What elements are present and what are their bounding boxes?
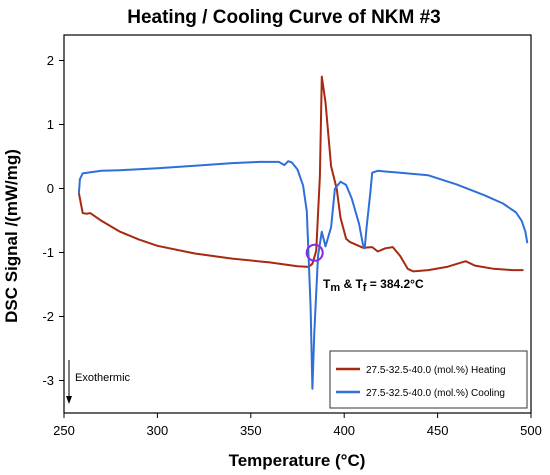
series-line-cooling	[77, 160, 529, 390]
y-tick-label: 1	[47, 117, 54, 132]
transition-marker-circle	[305, 243, 324, 262]
y-tick-label: 0	[47, 181, 54, 196]
exothermic-label: Exothermic	[75, 372, 131, 384]
chart-title: Heating / Cooling Curve of NKM #3	[127, 7, 441, 28]
y-tick-label: -2	[42, 309, 54, 324]
exothermic-arrow	[66, 360, 72, 404]
legend-box	[329, 350, 528, 409]
y-tick-label: 2	[47, 53, 54, 68]
legend: 27.5-32.5-40.0 (mol.%) Heating 27.5-32.5…	[329, 350, 528, 409]
x-tick-label: 450	[427, 423, 449, 438]
y-tick-label: -1	[42, 245, 54, 260]
legend-label-heating: 27.5-32.5-40.0 (mol.%) Heating	[366, 365, 506, 376]
plot-frame	[63, 34, 532, 414]
x-tick-label: 500	[520, 423, 542, 438]
y-axis: -3 -2 -1 0 1 2	[42, 53, 64, 388]
y-axis-label: DSC Signal /(mW/mg)	[2, 149, 21, 323]
transition-annotation: Tm & Tf = 384.2°C	[323, 277, 424, 294]
x-axis-label: Temperature (°C)	[229, 451, 366, 470]
x-tick-label: 350	[240, 423, 262, 438]
y-tick-label: -3	[42, 373, 54, 388]
x-axis: 250 300 350 400 450 500	[53, 413, 542, 438]
x-tick-label: 250	[53, 423, 75, 438]
x-tick-label: 300	[147, 423, 169, 438]
series-line-heating	[77, 75, 524, 273]
x-tick-label: 400	[333, 423, 355, 438]
legend-label-cooling: 27.5-32.5-40.0 (mol.%) Cooling	[366, 388, 505, 399]
